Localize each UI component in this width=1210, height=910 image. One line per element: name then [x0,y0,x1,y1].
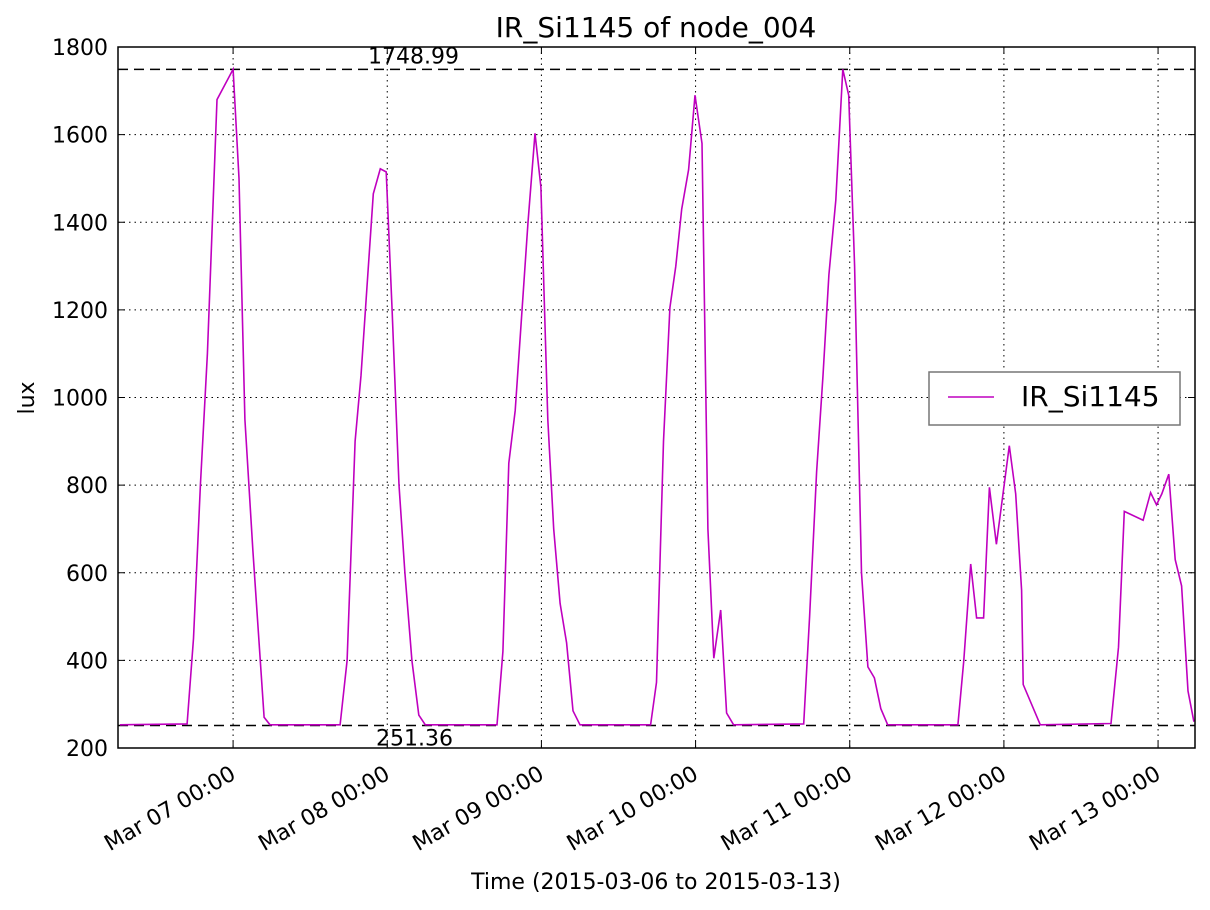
y-tick-label: 200 [66,737,108,762]
y-tick-label: 1600 [52,124,108,149]
plot-frame [117,46,1196,749]
y-tick-label: 1200 [52,299,108,324]
y-tick-label: 600 [66,562,108,587]
chart-title: IR_Si1145 of node_004 [496,11,817,44]
x-tick-label: Mar 13 00:00 [1025,762,1165,857]
y-tick-label: 400 [66,649,108,674]
y-tick-label: 1800 [52,36,108,61]
data-line [119,66,1195,726]
x-tick-label: Mar 11 00:00 [717,762,857,857]
x-tick-label: Mar 12 00:00 [871,762,1011,857]
y-tick-label: 1400 [52,211,108,236]
legend-box [928,371,1181,426]
x-tick-label: Mar 09 00:00 [409,762,549,857]
x-axis-label: Time (2015-03-06 to 2015-03-13) [470,870,841,895]
legend-label: IR_Si1145 [1021,380,1160,413]
y-tick-label: 1000 [52,387,108,412]
reference-label: 1748.99 [368,44,459,69]
y-tick-label: 800 [66,474,108,499]
y-axis-label: lux [15,381,40,414]
legend: IR_Si1145 [928,371,1181,426]
x-tick-label: Mar 07 00:00 [100,762,240,857]
x-tick-label: Mar 08 00:00 [255,762,395,857]
x-tick-label: Mar 10 00:00 [563,762,703,857]
